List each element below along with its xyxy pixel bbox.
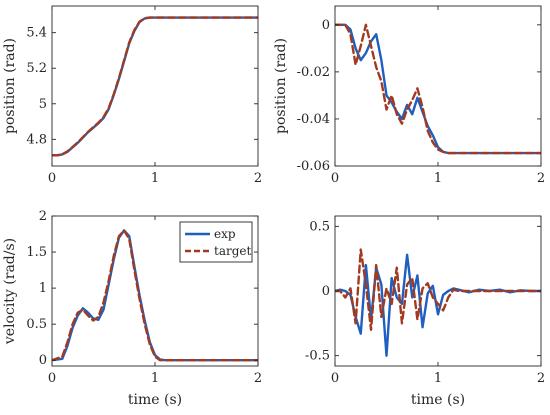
series-line-target xyxy=(335,23,541,155)
chart-panel-top-left: 0 1 2 4.8 5 5.2 5.4 position (rad) xyxy=(2,5,262,186)
x-tick-label: 2 xyxy=(254,171,262,186)
y-tick-label: 5.4 xyxy=(26,26,47,41)
series-line-exp xyxy=(52,16,258,157)
x-tick-label: 2 xyxy=(537,171,545,186)
series-line-exp xyxy=(335,23,541,155)
chart-panel-top-right: 0 1 2 -0.06 -0.04 -0.02 0 position (rad) xyxy=(273,5,545,186)
series-line-target xyxy=(52,16,258,157)
y-tick-label: 5.2 xyxy=(26,61,47,76)
legend-box xyxy=(179,221,253,263)
x-tick-label: 0 xyxy=(48,171,56,186)
legend-label-target: target xyxy=(214,244,251,258)
x-tick-label: 1 xyxy=(434,371,442,386)
y-tick-label: 0.5 xyxy=(309,219,330,234)
y-tick-label: -0.06 xyxy=(297,159,330,174)
y-tick-label: 0.5 xyxy=(26,317,47,332)
legend-label-exp: exp xyxy=(214,227,236,241)
x-tick-label: 2 xyxy=(537,371,545,386)
x-tick-label: 0 xyxy=(331,371,339,386)
y-tick-label: -0.5 xyxy=(305,349,330,364)
y-axis-label: position (rad) xyxy=(273,38,289,134)
plot-frame xyxy=(334,5,542,167)
y-tick-label: 5 xyxy=(39,97,47,112)
y-axis-label: velocity (rad/s) xyxy=(2,238,18,345)
y-tick-label: -0.04 xyxy=(297,112,330,127)
y-tick-label: 0 xyxy=(39,353,47,368)
x-tick-label: 2 xyxy=(254,371,262,386)
x-tick-label: 1 xyxy=(151,371,159,386)
chart-panel-bottom-left: 0 1 2 0 0.5 1 1.5 2 time (s) velocity (rad/s) exp t… xyxy=(2,209,262,408)
y-axis-label: position (rad) xyxy=(2,38,18,134)
x-axis-label: time (s) xyxy=(411,392,465,408)
y-tick-label: 1.5 xyxy=(26,245,47,260)
plot-frame xyxy=(51,5,259,167)
legend: exp target xyxy=(179,221,253,263)
series-line-target xyxy=(335,248,541,331)
x-tick-label: 1 xyxy=(434,171,442,186)
y-tick-label: 2 xyxy=(39,209,47,224)
x-axis-label: time (s) xyxy=(128,392,182,408)
y-tick-label: 1 xyxy=(39,281,47,296)
series-line-target xyxy=(52,229,258,362)
y-tick-label: -0.02 xyxy=(297,65,330,80)
x-tick-label: 0 xyxy=(331,171,339,186)
y-tick-label: 0 xyxy=(322,284,330,299)
x-tick-label: 0 xyxy=(48,371,56,386)
x-tick-label: 1 xyxy=(151,171,159,186)
y-tick-label: 4.8 xyxy=(26,132,47,147)
y-tick-label: 0 xyxy=(322,18,330,33)
